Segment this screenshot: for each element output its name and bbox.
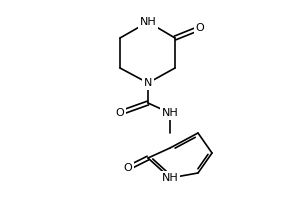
Text: O: O	[124, 163, 132, 173]
Text: N: N	[144, 78, 152, 88]
Text: O: O	[116, 108, 124, 118]
Text: NH: NH	[140, 17, 156, 27]
Text: O: O	[196, 23, 204, 33]
Text: NH: NH	[162, 108, 178, 118]
Text: NH: NH	[162, 173, 178, 183]
